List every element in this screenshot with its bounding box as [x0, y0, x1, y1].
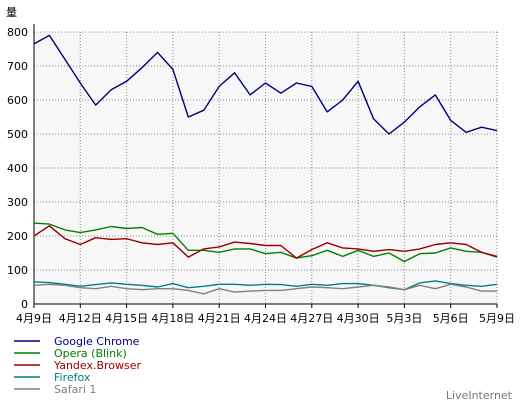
series-line-safari-1	[33, 283, 497, 295]
y-axis-label: 量	[6, 6, 17, 19]
y-tick-label: 500	[7, 128, 28, 141]
y-tick-label: 0	[21, 298, 28, 311]
y-tick-label: 200	[7, 230, 28, 243]
x-tick-label: 4月15日	[105, 312, 148, 325]
y-tick-label: 700	[7, 60, 28, 73]
y-tick-label: 600	[7, 94, 28, 107]
x-tick-label: 4月21日	[198, 312, 241, 325]
series-line-opera-blink	[33, 222, 498, 263]
legend-label: Google Chrome	[54, 335, 140, 348]
y-tick-label: 300	[7, 196, 28, 209]
series-line-yandex-browser	[33, 225, 498, 259]
x-tick-label: 5月9日	[479, 312, 515, 325]
legend-label: Firefox	[54, 371, 91, 384]
x-tick-label: 4月12日	[59, 312, 102, 325]
x-tick-label: 4月9日	[16, 312, 52, 325]
y-tick-label: 400	[7, 162, 28, 175]
series-line-firefox	[33, 280, 498, 291]
x-tick-label: 5月6日	[433, 312, 469, 325]
y-tick-label: 800	[7, 26, 28, 39]
series-lines	[33, 34, 498, 295]
series-line-google-chrome	[33, 34, 498, 135]
x-tick-label: 4月18日	[151, 312, 194, 325]
x-tick-label: 4月30日	[337, 312, 380, 325]
x-tick-label: 4月24日	[244, 312, 287, 325]
legend-label: Safari 1	[54, 383, 96, 396]
x-tick-label: 5月3日	[386, 312, 422, 325]
x-tick-label: 4月27日	[290, 312, 333, 325]
brand-label: LiveInternet	[446, 389, 513, 402]
grid	[33, 31, 498, 305]
legend-label: Yandex.Browser	[53, 359, 142, 372]
legend-label: Opera (Blink)	[54, 347, 127, 360]
y-tick-label: 100	[7, 264, 28, 277]
